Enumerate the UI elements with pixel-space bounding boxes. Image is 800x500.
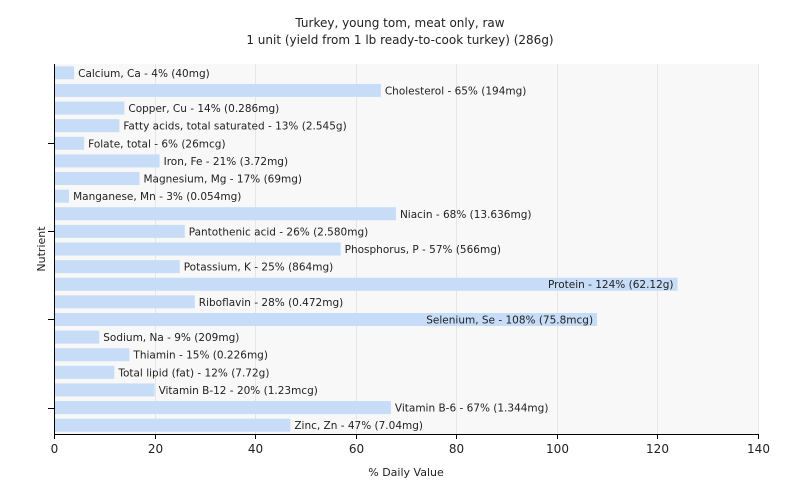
bar	[54, 207, 396, 221]
bar-label: Sodium, Na - 9% (209mg)	[103, 332, 239, 344]
x-tick-label: 100	[546, 442, 569, 456]
bar-label: Pantothenic acid - 26% (2.580mg)	[189, 226, 368, 238]
bar-label: Potassium, K - 25% (864mg)	[184, 262, 334, 274]
bar	[54, 172, 140, 186]
x-tick-label: 0	[51, 442, 59, 456]
axes-group: 0 20 40 60 80 100 120 140	[48, 64, 770, 456]
bar-label: Copper, Cu - 14% (0.286mg)	[128, 103, 279, 115]
bar	[54, 119, 120, 133]
bar-label: Niacin - 68% (13.636mg)	[400, 209, 532, 221]
bar	[54, 189, 70, 203]
bar-label: Magnesium, Mg - 17% (69mg)	[143, 174, 302, 186]
bar-label: Protein - 124% (62.12g)	[548, 279, 674, 291]
chart-subtitle: 1 unit (yield from 1 lb ready-to-cook tu…	[246, 33, 553, 47]
bar	[54, 66, 75, 80]
bar	[54, 312, 598, 326]
bar-label: Vitamin B-6 - 67% (1.344mg)	[395, 403, 549, 415]
bar-label: Vitamin B-12 - 20% (1.23mcg)	[159, 385, 318, 397]
bar	[54, 260, 180, 274]
bar	[54, 418, 291, 432]
x-tick-label: 60	[349, 442, 364, 456]
x-tick-label: 120	[646, 442, 669, 456]
x-axis-title: % Daily Value	[368, 466, 444, 479]
bar-label: Cholesterol - 65% (194mg)	[385, 85, 527, 97]
bar-label: Fatty acids, total saturated - 13% (2.54…	[123, 121, 346, 133]
x-tick-label: 140	[747, 442, 770, 456]
bar-label: Selenium, Se - 108% (75.8mcg)	[426, 314, 593, 326]
bar-label: Manganese, Mn - 3% (0.054mg)	[73, 191, 241, 203]
x-tick-label: 80	[449, 442, 464, 456]
x-tick-label: 20	[148, 442, 163, 456]
bar-label: Thiamin - 15% (0.226mg)	[132, 350, 268, 362]
bar	[54, 101, 125, 115]
bar	[54, 365, 115, 379]
bar	[54, 383, 155, 397]
bar	[54, 83, 381, 97]
bar-label: Riboflavin - 28% (0.472mg)	[199, 297, 343, 309]
bar	[54, 224, 185, 238]
bar-label: Zinc, Zn - 47% (7.04mg)	[294, 420, 423, 432]
bar-label: Folate, total - 6% (26mcg)	[88, 138, 225, 150]
y-axis-title: Nutrient	[35, 226, 48, 272]
bars-group: Calcium, Ca - 4% (40mg) Cholesterol - 65%…	[54, 66, 678, 432]
bar	[54, 136, 85, 150]
bar	[54, 401, 391, 415]
bar-label: Total lipid (fat) - 12% (7.72g)	[117, 367, 269, 379]
bar-label: Calcium, Ca - 4% (40mg)	[78, 68, 210, 80]
bar	[54, 242, 341, 256]
bar	[54, 295, 195, 309]
chart-title: Turkey, young tom, meat only, raw	[294, 16, 504, 30]
bar	[54, 154, 160, 168]
bar-label: Iron, Fe - 21% (3.72mg)	[164, 156, 288, 168]
bar	[54, 330, 100, 344]
bar-label: Phosphorus, P - 57% (566mg)	[345, 244, 501, 256]
bar	[54, 348, 130, 362]
x-tick-label: 40	[248, 442, 263, 456]
bar	[54, 277, 678, 291]
